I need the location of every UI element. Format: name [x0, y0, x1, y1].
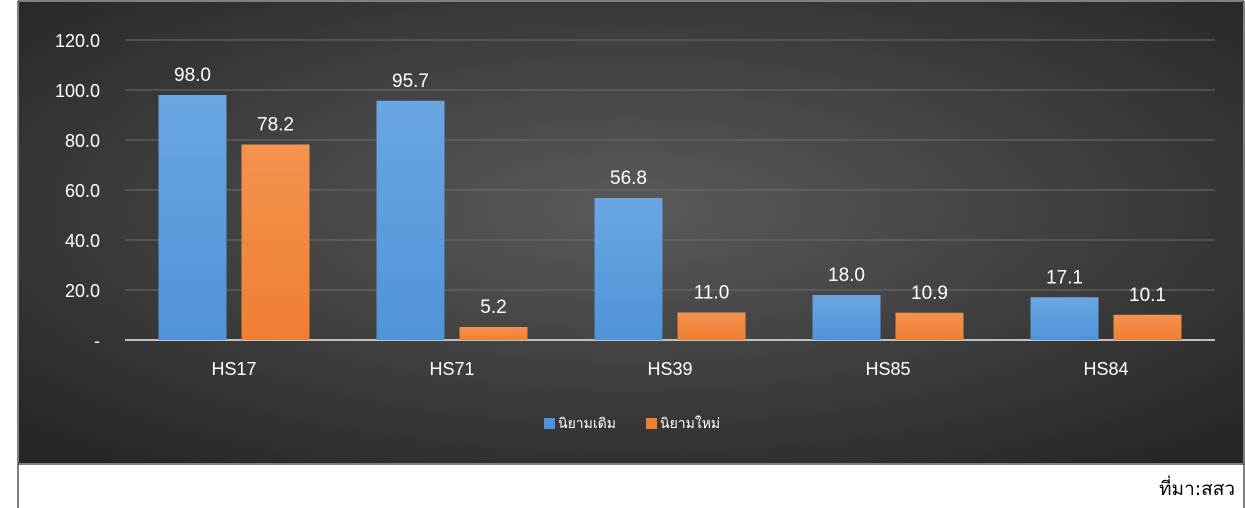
legend-swatch-1	[646, 418, 657, 429]
bar-new-HS39	[677, 312, 746, 340]
legend-label-0: นิยามเดิม	[558, 416, 616, 432]
legend-swatch-0	[544, 418, 555, 429]
x-axis: HS17 HS71 HS39 HS85 HS84	[211, 359, 1128, 379]
x-tick-label: HS17	[211, 359, 256, 379]
legend: นิยามเดิม นิยามใหม่	[544, 415, 720, 432]
source-note: ที่มา:สสว	[1159, 478, 1235, 500]
data-label: 17.1	[1046, 267, 1083, 288]
data-label: 98.0	[174, 65, 211, 86]
data-label: 95.7	[392, 71, 429, 92]
data-label: 11.0	[694, 283, 730, 304]
bar-old-HS84	[1030, 297, 1099, 340]
y-tick-label: 20.0	[65, 281, 100, 301]
x-tick-label: HS84	[1083, 359, 1128, 379]
y-tick-label: 100.0	[55, 81, 100, 101]
x-tick-label: HS85	[865, 359, 910, 379]
data-label: 10.9	[911, 283, 948, 304]
bar-old-HS71	[376, 100, 445, 340]
y-tick-label: 40.0	[65, 231, 100, 251]
x-tick-label: HS71	[429, 359, 474, 379]
x-tick-label: HS39	[647, 359, 692, 379]
y-tick-label: 60.0	[65, 181, 100, 201]
bar-new-HS85	[895, 312, 964, 340]
bar-old-HS85	[812, 295, 881, 340]
legend-label-1: นิยามใหม่	[660, 415, 720, 432]
y-tick-label: -	[94, 331, 100, 351]
data-label: 56.8	[610, 168, 647, 189]
y-tick-label: 120.0	[55, 31, 100, 51]
data-labels: 98.0 78.2 95.7 5.2 56.8 11.0 18.0 10.9 17.1 10.1	[174, 65, 1166, 318]
bar-new-HS71	[459, 327, 528, 340]
bar-old-HS17	[158, 95, 227, 340]
data-label: 78.2	[257, 115, 294, 136]
data-label: 18.0	[828, 265, 865, 286]
data-label: 10.1	[1129, 285, 1166, 306]
bar-new-HS17	[241, 144, 310, 340]
bar-old-HS39	[594, 198, 663, 340]
y-tick-label: 80.0	[65, 131, 100, 151]
gridlines	[125, 39, 1215, 291]
bar-new-HS84	[1113, 314, 1182, 340]
bars	[158, 95, 1182, 340]
data-label: 5.2	[480, 297, 506, 318]
